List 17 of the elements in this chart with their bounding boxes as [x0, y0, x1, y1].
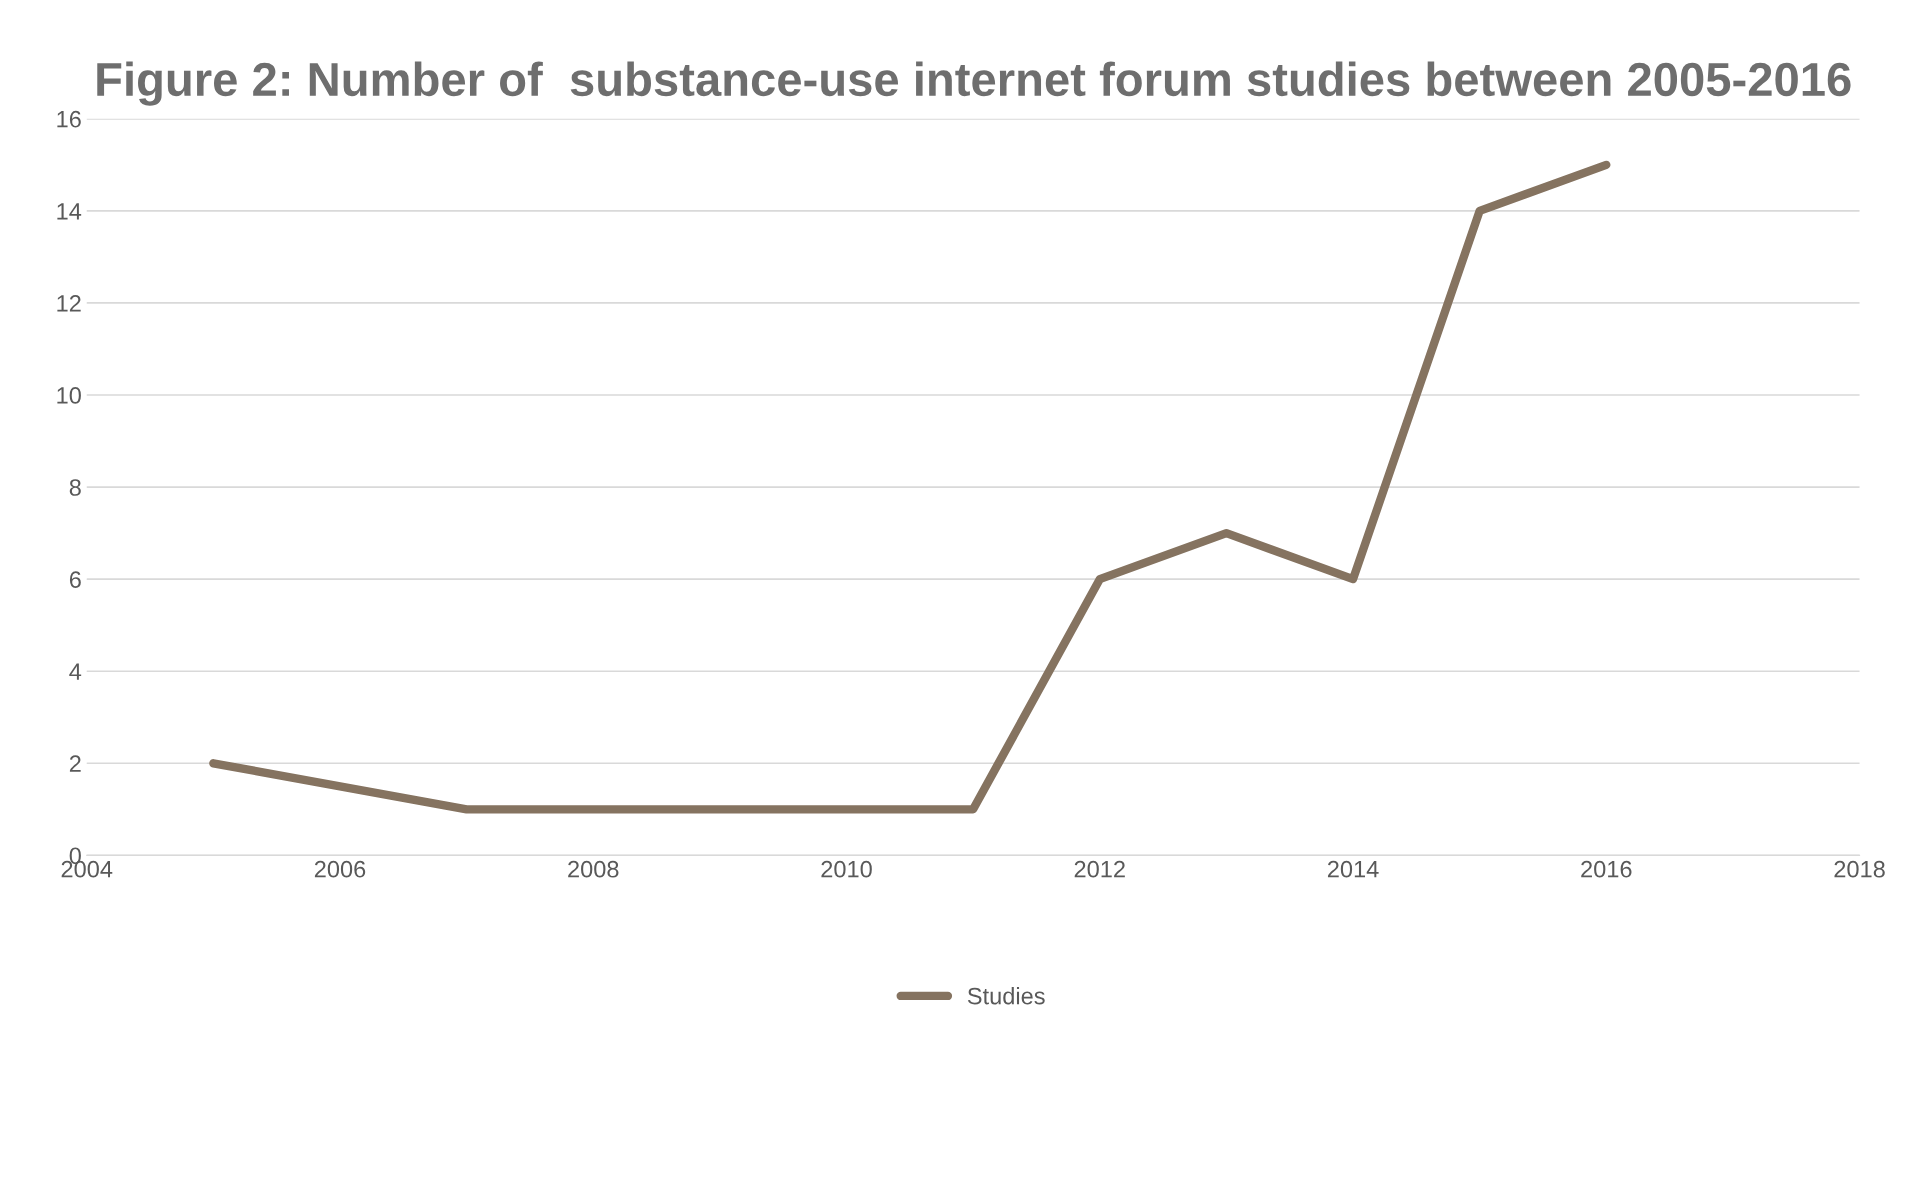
x-tick-label: 2014 — [1327, 860, 1379, 878]
y-tick-label: 4 — [69, 663, 82, 680]
x-tick-label: 2008 — [568, 860, 619, 878]
y-tick-label: 12 — [57, 295, 81, 312]
x-tick-label: 2006 — [314, 860, 366, 878]
y-tick-label: 8 — [69, 479, 81, 496]
x-tick-label: 2016 — [1581, 860, 1632, 878]
x-tick-label: 2010 — [821, 860, 872, 878]
legend-label: Studies — [967, 987, 1045, 1005]
chart-title: Figure 2: Number of substance-use internet forum studies between 2005-2016 — [97, 61, 1851, 106]
x-tick-label: 2012 — [1074, 860, 1125, 878]
y-tick-label: 10 — [57, 387, 81, 404]
x-tick-label: 2018 — [1834, 860, 1885, 878]
y-tick-label: 16 — [57, 110, 81, 128]
y-tick-label: 2 — [69, 755, 81, 772]
y-tick-label: 14 — [57, 203, 82, 220]
y-tick-label: 6 — [69, 571, 81, 588]
